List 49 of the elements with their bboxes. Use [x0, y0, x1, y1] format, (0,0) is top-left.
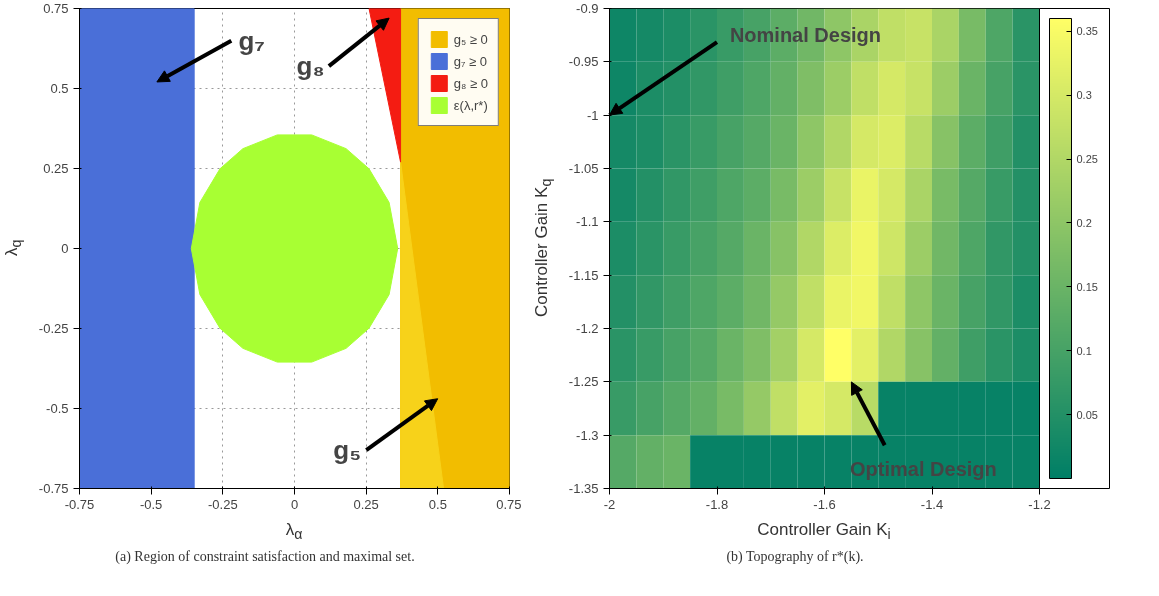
- x-tick-label: -1.2: [1028, 496, 1051, 512]
- legend-label: g₇ ≥ 0: [453, 53, 488, 69]
- y-tick-label: -1.3: [576, 427, 599, 443]
- legend-label: g₅ ≥ 0: [453, 31, 488, 47]
- y-tick-label: -1.25: [568, 374, 599, 390]
- color-bar-label: 0.25: [1076, 153, 1098, 166]
- y-tick-label: -1.35: [568, 481, 599, 496]
- y-tick-label: -1.15: [568, 267, 599, 283]
- color-bar-label: 0.3: [1076, 89, 1092, 102]
- y-tick-label: 0.25: [43, 161, 69, 176]
- x-tick-label: -1.4: [920, 496, 944, 512]
- y-tick-label: -1.2: [576, 321, 599, 336]
- x-tick-label: 0.75: [496, 496, 522, 512]
- x-tick-label: 0.5: [428, 496, 447, 512]
- y-tick-label: -0.75: [38, 481, 69, 496]
- annotation: g₈: [296, 51, 325, 82]
- annotation: Optimal Design: [850, 458, 997, 481]
- y-tick-label: -0.5: [46, 401, 69, 416]
- x-tick-label: -0.75: [64, 496, 95, 512]
- annotation: Nominal Design: [729, 23, 882, 46]
- x-tick-label: 0: [290, 496, 299, 512]
- text: (a) Region of constraint satisfaction and maximal set.: [115, 547, 415, 566]
- x-tick-label: -1.6: [813, 496, 836, 512]
- y-tick-label: -1.1: [576, 214, 599, 230]
- y-tick-label: -1.05: [568, 161, 599, 176]
- x-tick-label: -2: [603, 496, 616, 512]
- y-tick-label: -0.95: [568, 54, 599, 70]
- color-bar-label: 0.15: [1076, 280, 1098, 293]
- x-tick-label: -1.8: [705, 496, 729, 512]
- text: (b) Topography of r*(k).: [726, 547, 864, 566]
- color-bar-label: 0.2: [1076, 216, 1092, 229]
- y-tick-label: 0.5: [50, 81, 69, 96]
- color-bar-label: 0.05: [1076, 408, 1098, 421]
- x-tick-label: -0.25: [208, 496, 238, 512]
- x-tick-label: 0.25: [353, 496, 379, 512]
- y-tick-label: -0.9: [576, 1, 599, 16]
- y-tick-label: 0: [61, 241, 69, 256]
- annotation: g₅: [333, 435, 362, 466]
- color-bar-label: 0.1: [1076, 344, 1092, 357]
- annotation: g₇: [238, 25, 265, 56]
- legend-label: g₈ ≥ 0: [453, 75, 488, 91]
- x-axis-title: Controller Gain K$_{i}$: [757, 519, 891, 545]
- y-tick-label: 0.75: [43, 1, 69, 16]
- legend-label: ε(λ,r*): [453, 97, 488, 113]
- x-tick-label: -0.5: [139, 496, 163, 512]
- y-tick-label: -1: [586, 107, 599, 123]
- color-bar-label: 0.35: [1076, 25, 1098, 38]
- x-axis-title: λ$_{α}$: [285, 519, 303, 545]
- y-tick-label: -0.25: [38, 321, 69, 336]
